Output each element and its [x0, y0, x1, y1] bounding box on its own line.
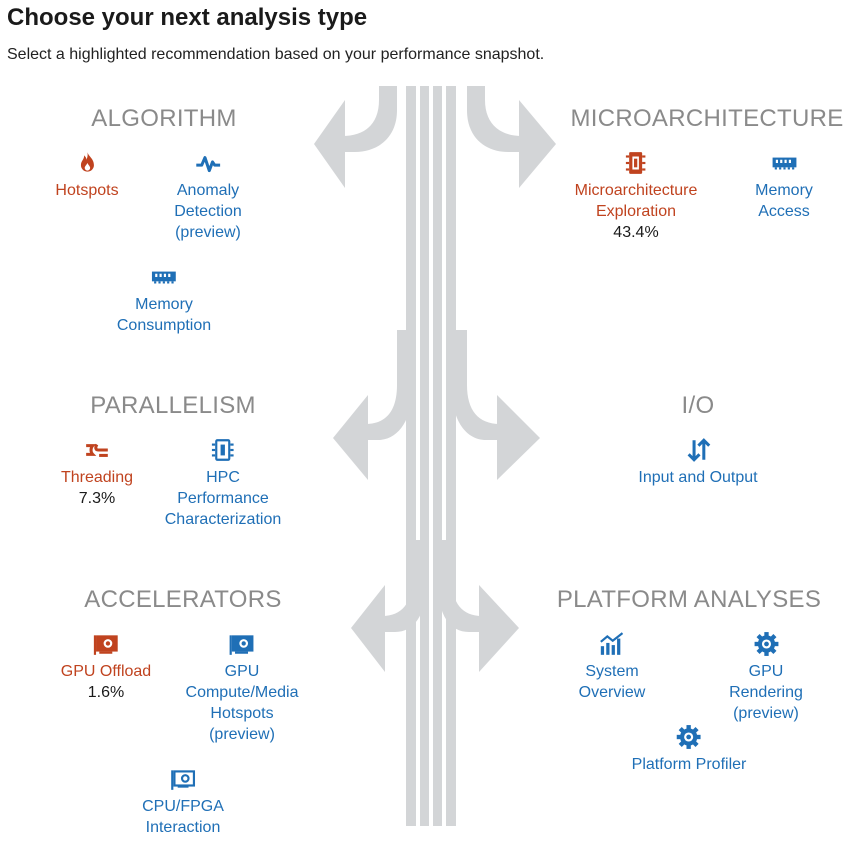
analysis-percentage: 43.4%	[613, 224, 659, 241]
memory-icon	[151, 264, 177, 290]
analysis-gpu-compute-media-hotspots[interactable]: GPU Compute/Media Hotspots (preview)	[185, 631, 299, 745]
analysis-hpc-performance-characterization[interactable]: HPC Performance Characterization	[164, 437, 282, 530]
fpga-card-icon	[170, 766, 196, 792]
arrowhead-algorithm	[314, 100, 345, 188]
flame-icon	[74, 150, 100, 176]
analysis-hotspots[interactable]: Hotspots	[55, 150, 119, 201]
analysis-system-overview[interactable]: System Overview	[578, 631, 646, 703]
analysis-label: Memory Consumption	[116, 296, 212, 334]
analysis-label: GPU Offload	[60, 663, 152, 680]
arrowhead-microarchitecture	[519, 100, 556, 188]
analysis-label: HPC Performance Characterization	[164, 469, 282, 528]
analysis-label: GPU Compute/Media Hotspots (preview)	[185, 663, 299, 743]
threading-icon	[84, 437, 110, 463]
analysis-memory-access[interactable]: Memory Access	[744, 150, 825, 222]
gpu-card-icon	[229, 631, 255, 657]
analysis-label: GPU Rendering (preview)	[729, 663, 803, 722]
analysis-percentage: 7.3%	[78, 490, 116, 507]
branch-microarchitecture	[467, 86, 522, 152]
page-title: Choose your next analysis type	[7, 4, 368, 31]
section-title-io: I/O	[681, 392, 715, 419]
analysis-label: Threading	[60, 469, 134, 486]
analysis-label: Input and Output	[638, 469, 758, 486]
analysis-label: Hotspots	[55, 182, 119, 199]
page-subtitle: Select a highlighted recommendation base…	[7, 46, 545, 63]
analysis-threading[interactable]: Threading 7.3%	[61, 437, 133, 509]
hpc-chip-icon	[210, 437, 236, 463]
stem-4	[446, 86, 456, 826]
section-title-microarchitecture: MICROARCHITECTURE	[570, 105, 844, 132]
memory-icon	[771, 150, 797, 176]
analysis-memory-consumption[interactable]: Memory Consumption	[117, 264, 211, 336]
analysis-gpu-rendering[interactable]: GPU Rendering (preview)	[717, 631, 816, 724]
analysis-cpu-fpga-interaction[interactable]: CPU/FPGA Interaction	[142, 766, 224, 838]
branch-platform	[438, 540, 482, 632]
section-title-algorithm: ALGORITHM	[91, 105, 237, 132]
analysis-gpu-offload[interactable]: GPU Offload 1.6%	[61, 631, 151, 703]
arrowhead-parallelism	[333, 395, 368, 480]
branch-io	[452, 330, 500, 440]
analysis-platform-profiler[interactable]: Platform Profiler	[631, 724, 747, 775]
cpu-chip-icon	[623, 150, 649, 176]
branch-algorithm	[342, 86, 397, 152]
analysis-anomaly-detection[interactable]: Anomaly Detection (preview)	[174, 150, 242, 243]
section-title-platform-analyses: PLATFORM ANALYSES	[556, 586, 822, 613]
arrowhead-platform	[479, 585, 519, 672]
analysis-label: Platform Profiler	[631, 756, 747, 773]
analysis-label: Anomaly Detection (preview)	[174, 182, 242, 241]
stem-1	[406, 86, 416, 826]
analysis-label: Microarchitecture Exploration	[574, 182, 698, 220]
stem-2	[420, 86, 429, 826]
analysis-microarchitecture-exploration[interactable]: Microarchitecture Exploration 43.4%	[574, 150, 698, 243]
analysis-label: System Overview	[578, 663, 646, 701]
pulse-icon	[195, 150, 221, 176]
analysis-label: CPU/FPGA Interaction	[142, 798, 224, 836]
section-title-parallelism: PARALLELISM	[90, 392, 256, 419]
analysis-input-and-output[interactable]: Input and Output	[638, 437, 758, 488]
section-title-accelerators: ACCELERATORS	[84, 586, 282, 613]
bar-chart-icon	[599, 631, 625, 657]
gear-icon	[676, 724, 702, 750]
branch-parallelism	[365, 330, 412, 440]
stem-3	[433, 86, 442, 826]
branch-accelerators	[382, 540, 426, 632]
up-down-arrows-icon	[685, 437, 711, 463]
gpu-card-icon	[93, 631, 119, 657]
arrowhead-io	[497, 395, 540, 480]
arrowhead-accelerators	[351, 585, 385, 672]
analysis-label: Memory Access	[755, 182, 813, 220]
gear-icon	[753, 631, 779, 657]
analysis-percentage: 1.6%	[87, 684, 125, 701]
